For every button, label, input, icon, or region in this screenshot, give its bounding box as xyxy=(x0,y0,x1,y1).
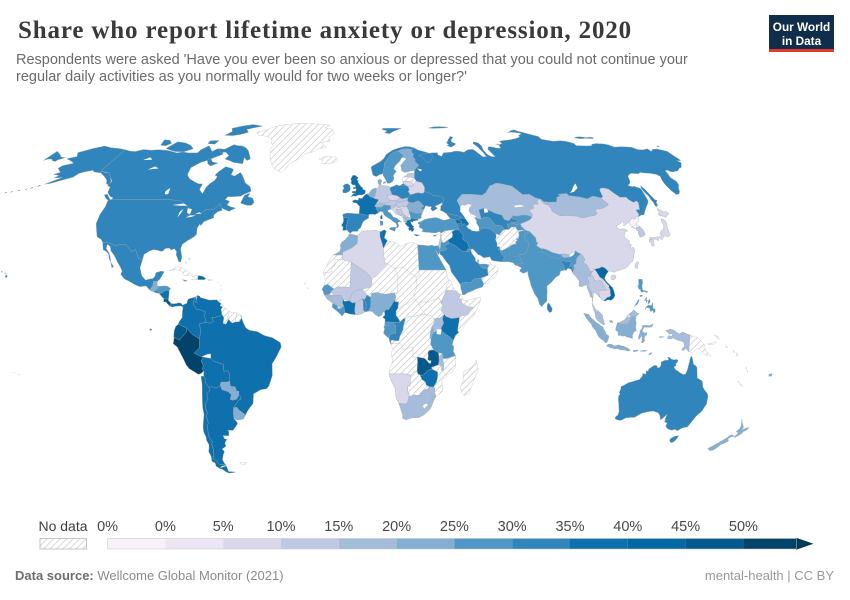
svg-text:20%: 20% xyxy=(382,519,411,535)
svg-text:35%: 35% xyxy=(555,519,584,535)
svg-text:25%: 25% xyxy=(440,519,469,535)
svg-text:0%: 0% xyxy=(155,519,176,535)
svg-text:No data: No data xyxy=(38,518,87,534)
svg-text:0%: 0% xyxy=(97,519,118,535)
svg-text:45%: 45% xyxy=(671,519,700,535)
svg-text:50%: 50% xyxy=(729,519,758,535)
svg-text:40%: 40% xyxy=(613,519,642,535)
svg-text:15%: 15% xyxy=(324,519,353,535)
svg-text:30%: 30% xyxy=(498,519,527,535)
svg-text:10%: 10% xyxy=(266,519,295,535)
svg-text:5%: 5% xyxy=(213,519,234,535)
